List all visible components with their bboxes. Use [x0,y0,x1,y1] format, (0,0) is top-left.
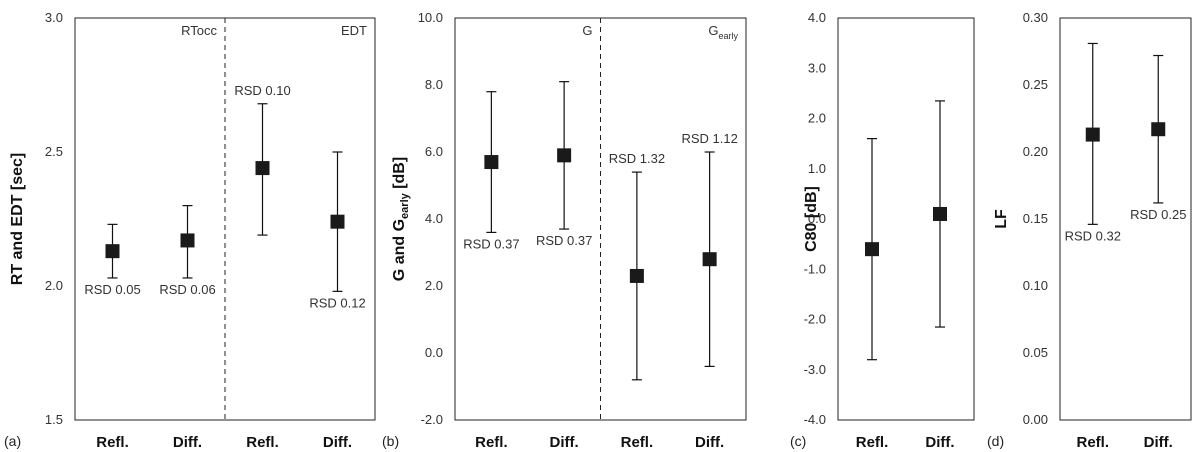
x-category-label: Diff. [695,434,724,451]
y-tick-label: 2.5 [45,144,63,159]
data-point-marker [933,206,947,221]
y-axis-title-subscript: early [399,192,411,219]
plot-frame [837,17,975,421]
group-label-main: RTocc [181,23,217,38]
rsd-annotation: RSD 0.10 [234,83,290,98]
data-point-marker [865,242,879,257]
y-tick-label: 0.15 [1023,211,1048,226]
x-category-label: Diff. [550,434,579,451]
y-tick-label: 3.0 [45,10,63,25]
y-tick-label: -3.0 [804,362,826,377]
data-point-marker [180,233,195,248]
x-category-label: Diff. [173,434,202,451]
y-axis-title: LF [993,209,1010,229]
y-tick-label: -2.0 [421,412,443,427]
y-tick-label: 2.0 [45,278,63,293]
y-axis-title-unit: [dB] [391,157,408,193]
x-category-label: Diff. [1144,434,1173,451]
y-tick-label: 0.0 [425,345,443,360]
y-tick-label: 0.05 [1023,345,1048,360]
data-point-marker [105,244,120,259]
data-point-marker [255,161,270,176]
x-category-label: Diff. [925,434,954,451]
y-tick-label: 4.0 [808,10,826,25]
panel-label: (b) [382,433,399,449]
group-label-main: EDT [341,23,367,38]
y-tick-label: 0.0 [808,211,826,226]
x-category-label: Diff. [323,434,352,451]
data-point-marker [629,268,644,283]
y-tick-label: 0.00 [1023,412,1048,427]
y-tick-label: 8.0 [425,77,443,92]
data-point-marker [557,148,572,163]
y-tick-label: 2.0 [808,111,826,126]
rsd-annotation: RSD 0.25 [1130,207,1186,222]
x-category-label: Refl. [96,434,129,451]
y-tick-label: 3.0 [808,60,826,75]
rsd-annotation: RSD 0.06 [159,282,215,297]
group-label: Gearly [708,23,738,41]
y-tick-label: 6.0 [425,144,443,159]
x-category-label: Refl. [856,434,889,451]
x-category-label: Refl. [475,434,508,451]
rsd-annotation: RSD 0.12 [309,295,365,310]
chart-panel-d: 0.00 0.05 0.10 0.15 0.20 0.25 0.30 Refl. Diff. (d… [987,10,1192,451]
y-tick-label: -2.0 [804,312,826,327]
y-tick-label: 0.25 [1023,77,1048,92]
y-tick-label: 0.30 [1023,10,1048,25]
y-tick-label: 4.0 [425,211,443,226]
y-axis-title: RT and EDT [sec] [9,153,26,285]
y-tick-label: 0.20 [1023,144,1048,159]
y-tick-label: 10.0 [418,10,443,25]
y-tick-label: 0.10 [1023,278,1048,293]
panel-label: (d) [987,433,1004,449]
y-axis-title: G and Gearly [dB] [391,157,411,281]
data-point-marker [484,155,499,170]
y-tick-label: -1.0 [804,261,826,276]
data-point-marker [1151,122,1166,137]
group-label: RTocc [181,23,217,38]
group-label-main: G [708,23,718,38]
panel-label: (a) [4,433,21,449]
group-label: EDT [341,23,367,38]
y-tick-label: 1.0 [808,161,826,176]
data-point-marker [1085,127,1100,142]
plot-frame [1059,17,1192,421]
rsd-annotation: RSD 1.12 [681,131,737,146]
data-point-marker [702,252,717,267]
group-label-main: G [582,23,592,38]
panel-label: (c) [790,433,806,449]
y-tick-label: 1.5 [45,412,63,427]
group-label: G [582,23,592,38]
x-category-label: Refl. [1076,434,1109,451]
chart-panel-a: 1.5 2.0 2.5 3.0 Refl. Diff. Refl. Diff. (a) RT an… [4,10,376,451]
y-tick-label: 2.0 [425,278,443,293]
chart-panel-b: -2.0 0.0 2.0 4.0 6.0 8.0 10.0 Refl. Diff. Refl. Di… [382,10,747,451]
x-category-label: Refl. [621,434,654,451]
rsd-annotation: RSD 0.32 [1065,228,1121,243]
y-tick-label: -4.0 [804,412,826,427]
rsd-annotation: RSD 0.37 [536,233,592,248]
chart-panel-c: -4.0 -3.0 -2.0 -1.0 0.0 1.0 2.0 3.0 4.0 Refl. Diff… [790,10,975,451]
y-axis-title: C80 [dB] [803,186,820,252]
rsd-annotation: RSD 1.32 [609,151,665,166]
rsd-annotation: RSD 0.37 [463,236,519,251]
x-category-label: Refl. [246,434,279,451]
data-point-marker [330,214,345,229]
rsd-annotation: RSD 0.05 [84,282,140,297]
y-axis-title-main: G and G [391,219,408,281]
group-label-subscript: early [718,31,738,41]
